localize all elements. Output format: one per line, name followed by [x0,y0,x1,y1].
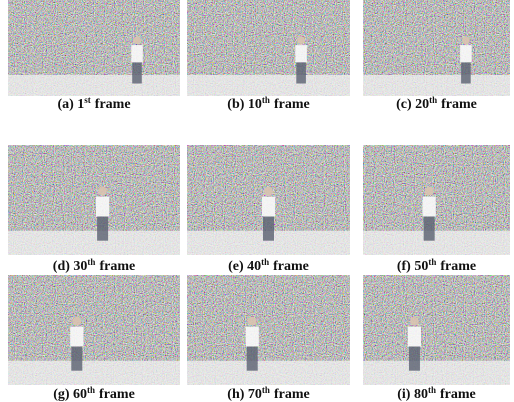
caption-text: frame [273,259,309,274]
caption-label: (f) 50 [397,259,429,274]
person-torso [295,45,307,62]
person-head [248,317,257,326]
frame-image [363,275,510,385]
caption-label: (c) 20 [396,97,429,112]
caption-label: (e) 40 [228,259,261,274]
person-legs [461,62,471,83]
caption-superscript: th [262,385,270,395]
person-head [98,187,107,196]
frame-image [363,145,510,255]
caption-superscript: th [428,385,436,395]
person-legs [71,347,82,371]
person-torso [262,197,275,217]
person-head [264,187,273,196]
person-legs [132,62,142,83]
person-legs [424,217,435,241]
person-torso [70,327,83,347]
ground [187,75,350,96]
person-legs [263,217,274,241]
person-head [425,187,434,196]
ground [8,75,180,96]
caption-text: frame [95,97,131,112]
ground [8,231,180,255]
caption-label: (i) 80 [397,387,428,402]
caption-text: frame [441,97,477,112]
caption-superscript: th [87,257,95,267]
person-head [297,36,305,44]
frame-image [187,0,350,96]
caption-text: frame [274,387,310,402]
person-legs [247,347,258,371]
person-head [72,317,81,326]
caption-text: frame [440,387,476,402]
caption-label: (g) 60 [53,387,87,402]
caption-label: (a) 1 [57,97,84,112]
person-torso [131,45,143,62]
caption-label: (d) 30 [53,259,88,274]
person-head [133,36,141,44]
ground [363,75,510,96]
frame-image [8,275,180,385]
caption-superscript: st [84,95,91,105]
frame-image [363,0,510,96]
caption-text: frame [274,97,310,112]
frame-image [8,0,180,96]
ground [363,231,510,255]
caption-text: frame [99,259,135,274]
frame-image [187,275,350,385]
caption-text: frame [440,259,476,274]
caption-text: frame [99,387,135,402]
person-head [462,36,470,44]
person-torso [408,327,421,347]
caption-label: (b) 10 [227,97,262,112]
caption-label: (h) 70 [227,387,262,402]
caption-superscript: th [429,95,437,105]
person-torso [96,197,109,217]
person-head [410,317,419,326]
figure: (a) 1stframe(b) 10thframe(c) 20thframe(d… [0,0,514,402]
caption-superscript: th [87,385,95,395]
person-torso [460,45,472,62]
ground [363,361,510,385]
person-legs [296,62,306,83]
ground [187,361,350,385]
ground [8,361,180,385]
caption-superscript: th [428,257,436,267]
person-torso [423,197,436,217]
person-torso [246,327,259,347]
person-legs [97,217,108,241]
frame-image [8,145,180,255]
caption-superscript: th [262,95,270,105]
person-legs [409,347,420,371]
caption-superscript: th [261,257,269,267]
frame-image [187,145,350,255]
